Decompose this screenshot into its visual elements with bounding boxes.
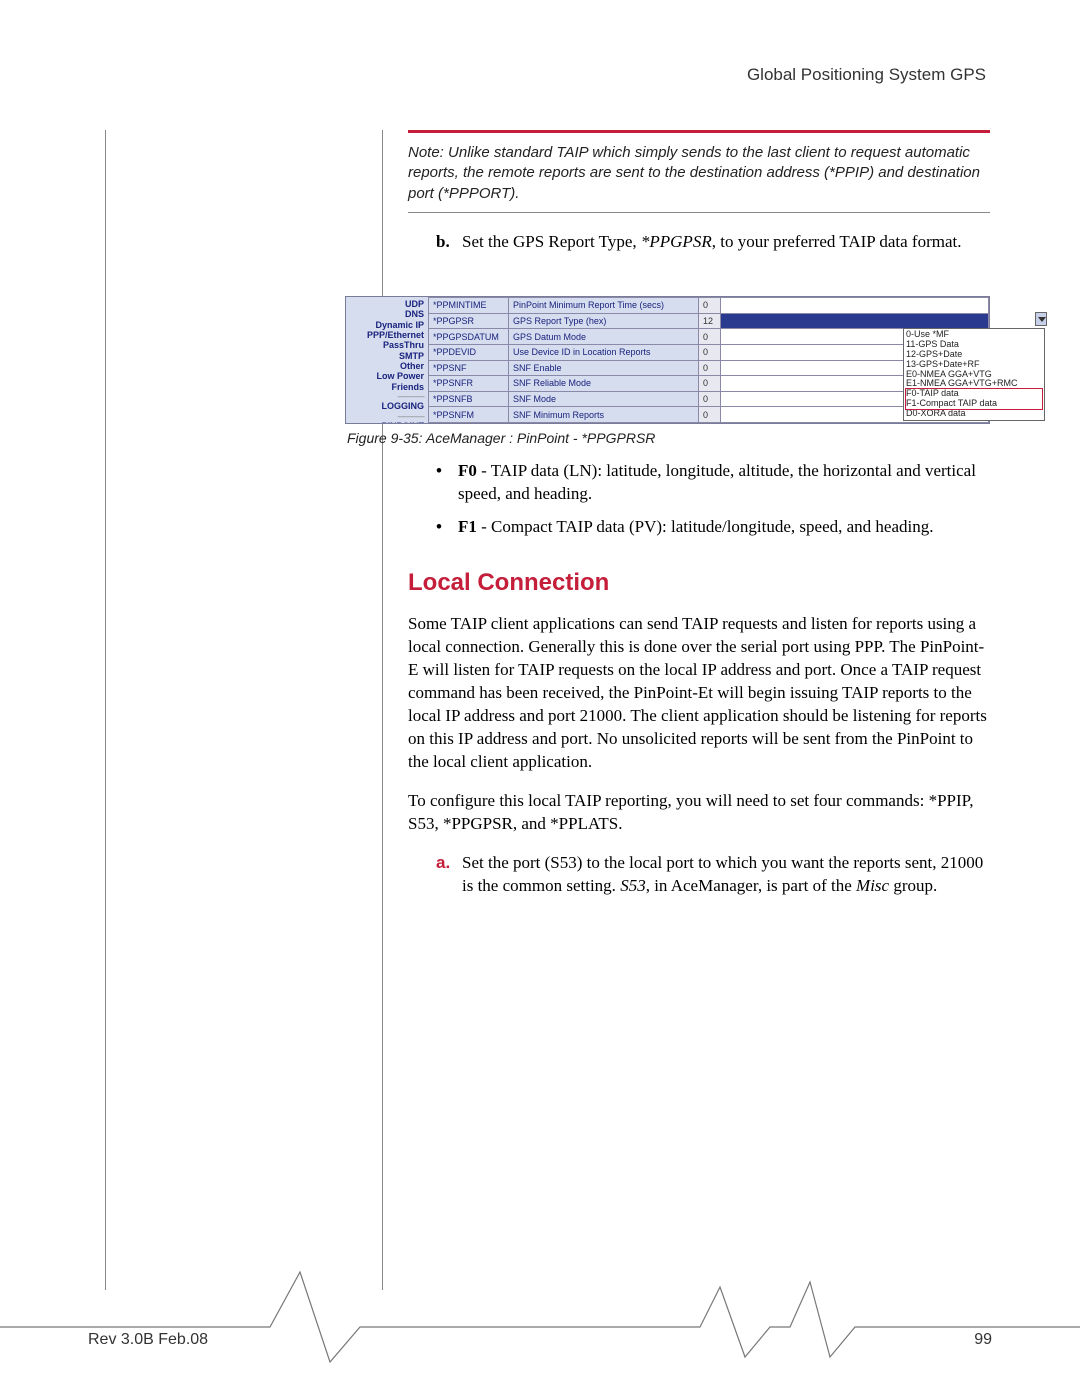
step-a-text: Set the port (S53) to the local port to … <box>462 852 990 898</box>
sidebar-item: DNS <box>348 309 424 319</box>
bullet-f1: F1 - Compact TAIP data (PV): latitude/lo… <box>436 516 990 539</box>
cell-val: 0 <box>699 344 721 360</box>
sidebar-item: SMTP <box>348 351 424 361</box>
table-row: *PPMINTIMEPinPoint Minimum Report Time (… <box>429 298 989 314</box>
step-a-t3: group. <box>889 876 937 895</box>
sidebar-item: Other <box>348 361 424 371</box>
sidebar-item: UDP <box>348 299 424 309</box>
step-a-ital2: Misc <box>856 876 889 895</box>
sidebar-sep: ---------------- <box>348 392 424 401</box>
step-a-t2: , in AceManager, is part of the <box>646 876 856 895</box>
step-b: b. Set the GPS Report Type, *PPGPSR, to … <box>436 231 990 254</box>
note-text: Note: Unlike standard TAIP which simply … <box>408 143 990 204</box>
step-b-text: Set the GPS Report Type, *PPGPSR, to you… <box>462 231 990 254</box>
footer-rev: Rev 3.0B Feb.08 <box>88 1331 208 1349</box>
cell-cmd: *PPMINTIME <box>429 298 509 314</box>
dd-opt[interactable]: D0-XORA data <box>906 409 1042 419</box>
table-row: *PPGPSRGPS Report Type (hex)12 <box>429 313 989 329</box>
step-a: a. Set the port (S53) to the local port … <box>436 852 990 898</box>
sidebar-sep: ---------------- <box>348 412 424 421</box>
sidebar-item: Friends <box>348 382 424 392</box>
cell-input[interactable] <box>721 313 989 329</box>
dropdown-panel[interactable]: 0-Use *MF 11-GPS Data 12-GPS+Date 13-GPS… <box>903 328 1045 421</box>
cell-val: 0 <box>699 360 721 376</box>
cell-val: 12 <box>699 313 721 329</box>
cell-cmd: *PPDEVID <box>429 344 509 360</box>
page-header: Global Positioning System GPS <box>747 65 986 85</box>
cell-val: 0 <box>699 298 721 314</box>
cell-desc: Use Device ID in Location Reports <box>509 344 699 360</box>
cell-cmd: *PPSNFR <box>429 376 509 392</box>
sidebar-item: Low Power <box>348 371 424 381</box>
section-heading: Local Connection <box>408 567 990 599</box>
step-a-ital1: S53 <box>620 876 646 895</box>
cell-cmd: *PPGPSDATUM <box>429 329 509 345</box>
cell-cmd: *PPSNF <box>429 360 509 376</box>
note-bottom-rule <box>408 212 990 213</box>
footer-page: 99 <box>974 1331 992 1349</box>
cell-input[interactable] <box>721 298 989 314</box>
cell-val: 0 <box>699 407 721 423</box>
dd-opt-highlighted[interactable]: F0-TAIP data F1-Compact TAIP data <box>906 389 1042 409</box>
figure-caption: Figure 9-35: AceManager : PinPoint - *PP… <box>347 430 990 446</box>
step-b-marker: b. <box>436 231 462 254</box>
note-top-rule <box>408 130 990 133</box>
footer-waveform <box>0 1257 1080 1367</box>
para-1: Some TAIP client applications can send T… <box>408 613 990 774</box>
sidebar-item: PassThru <box>348 340 424 350</box>
acemanager-figure: UDP DNS Dynamic IP PPP/Ethernet PassThru… <box>345 296 990 424</box>
step-b-ital: *PPGPSR <box>641 232 712 251</box>
page-footer: Rev 3.0B Feb.08 99 <box>88 1331 992 1349</box>
bullet-f1-label: F1 <box>458 517 477 536</box>
cell-desc: SNF Minimum Reports <box>509 407 699 423</box>
step-a-marker: a. <box>436 852 462 898</box>
sidebar-pinpoint: PINPOINT <box>348 421 424 424</box>
figure-wrap: UDP DNS Dynamic IP PPP/Ethernet PassThru… <box>345 296 990 446</box>
cell-val: 0 <box>699 329 721 345</box>
cell-cmd: *PPGPSR <box>429 313 509 329</box>
bullet-f0: F0 - TAIP data (LN): latitude, longitude… <box>436 460 990 506</box>
cell-desc: SNF Mode <box>509 391 699 407</box>
sidebar-item: PPP/Ethernet <box>348 330 424 340</box>
cell-cmd: *PPSNFB <box>429 391 509 407</box>
cell-desc: PinPoint Minimum Report Time (secs) <box>509 298 699 314</box>
cell-desc: SNF Enable <box>509 360 699 376</box>
step-b-post: , to your preferred TAIP data format. <box>712 232 962 251</box>
sidebar-item: Dynamic IP <box>348 320 424 330</box>
dropdown-arrow-icon[interactable] <box>1035 312 1047 326</box>
para-2: To configure this local TAIP reporting, … <box>408 790 990 836</box>
step-b-pre: Set the GPS Report Type, <box>462 232 641 251</box>
cell-desc: GPS Report Type (hex) <box>509 313 699 329</box>
cell-val: 0 <box>699 376 721 392</box>
cell-desc: SNF Reliable Mode <box>509 376 699 392</box>
bullet-f0-text: - TAIP data (LN): latitude, longitude, a… <box>458 461 976 503</box>
sidebar-logging: LOGGING <box>348 401 424 411</box>
left-rule <box>105 130 106 1290</box>
bullet-f0-label: F0 <box>458 461 477 480</box>
cell-val: 0 <box>699 391 721 407</box>
bullet-f1-text: - Compact TAIP data (PV): latitude/longi… <box>477 517 934 536</box>
cell-cmd: *PPSNFM <box>429 407 509 423</box>
bullet-list: F0 - TAIP data (LN): latitude, longitude… <box>436 460 990 539</box>
figure-sidebar: UDP DNS Dynamic IP PPP/Ethernet PassThru… <box>346 297 428 423</box>
cell-desc: GPS Datum Mode <box>509 329 699 345</box>
